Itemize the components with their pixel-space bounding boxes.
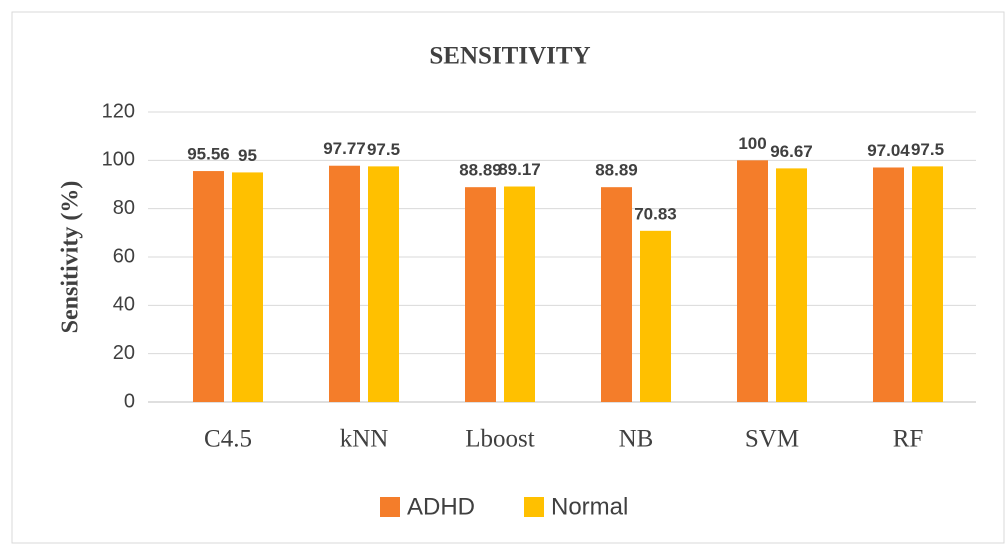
y-tick-label: 100 [102, 149, 135, 171]
value-label: 96.67 [770, 142, 813, 161]
legend-label: Normal [551, 493, 628, 520]
bar [465, 187, 496, 402]
value-label: 100 [738, 134, 766, 153]
bar [368, 166, 399, 402]
bar [601, 187, 632, 402]
x-tick-label: NB [619, 426, 654, 453]
y-tick-label: 40 [113, 294, 135, 316]
y-tick-label: 20 [113, 342, 135, 364]
value-label: 89.17 [498, 160, 541, 179]
legend-swatch [524, 497, 544, 517]
bar [776, 168, 807, 402]
bar [737, 160, 768, 402]
value-label: 97.5 [911, 140, 944, 159]
y-axis-label: Sensitivity (%) [58, 181, 84, 334]
legend-swatch [380, 497, 400, 517]
y-tick-label: 0 [124, 390, 135, 412]
bar [912, 166, 943, 402]
value-label: 70.83 [634, 204, 677, 223]
value-label: 97.04 [867, 141, 910, 160]
x-tick-label: kNN [340, 426, 389, 453]
bar [504, 186, 535, 402]
value-label: 97.77 [323, 139, 366, 158]
y-tick-label: 120 [102, 100, 135, 122]
x-tick-label: SVM [745, 426, 799, 453]
value-label: 95 [238, 146, 257, 165]
value-label: 88.89 [595, 161, 638, 180]
value-label: 97.5 [367, 140, 400, 159]
bar [329, 165, 360, 402]
chart-title: SENSITIVITY [429, 43, 590, 70]
x-tick-label: C4.5 [204, 426, 252, 453]
bar [873, 167, 904, 402]
y-tick-label: 80 [113, 197, 135, 219]
x-tick-label: Lboost [465, 426, 535, 453]
bar [193, 171, 224, 402]
value-label: 95.56 [187, 145, 230, 164]
bar [232, 172, 263, 402]
bar [640, 230, 671, 402]
legend-label: ADHD [407, 493, 475, 520]
x-tick-label: RF [893, 426, 924, 453]
value-label: 88.89 [459, 161, 502, 180]
y-tick-label: 60 [113, 245, 135, 267]
